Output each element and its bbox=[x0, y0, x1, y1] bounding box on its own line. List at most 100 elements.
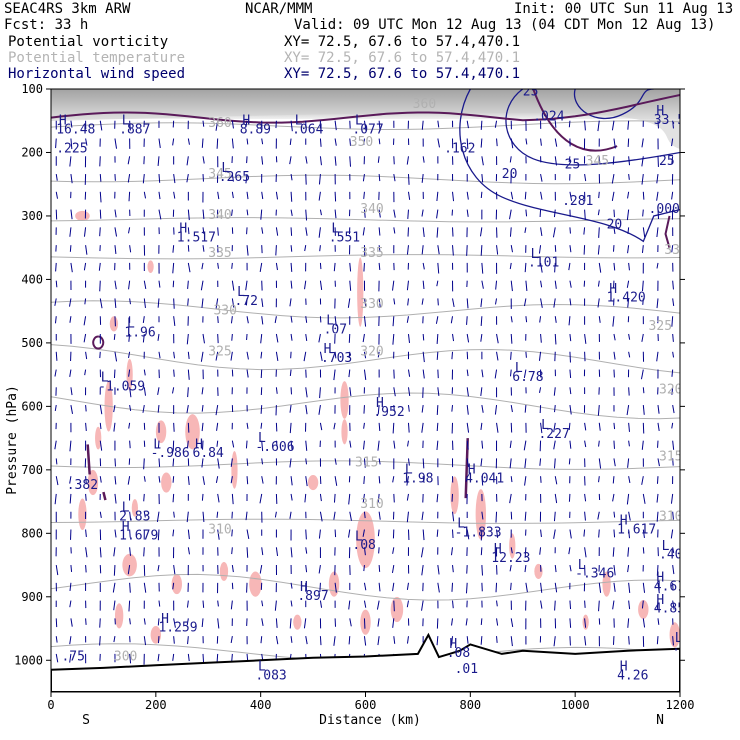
wind-vector bbox=[422, 351, 425, 363]
wind-vector bbox=[318, 333, 321, 343]
wind-vector bbox=[186, 511, 189, 523]
wind-vector bbox=[129, 298, 131, 305]
wind-vector bbox=[628, 173, 630, 180]
pv-extremum-letter: L bbox=[127, 317, 135, 332]
wind-vector bbox=[216, 653, 219, 663]
wind-vector bbox=[584, 547, 587, 558]
pv-region bbox=[669, 622, 680, 648]
model-name: SEAC4RS 3km ARW bbox=[4, 1, 131, 17]
wind-vector bbox=[186, 156, 189, 166]
wind-vector bbox=[99, 511, 102, 518]
wind-vector bbox=[231, 493, 234, 505]
wind-vector bbox=[407, 422, 410, 433]
wind-vector bbox=[290, 280, 293, 289]
wind-vector bbox=[672, 564, 675, 575]
wind-vector bbox=[480, 245, 483, 256]
wind-vector bbox=[305, 316, 308, 323]
wind-vector bbox=[112, 582, 116, 593]
wind-vector bbox=[524, 405, 527, 413]
pv-extremum-value: 1.517 bbox=[177, 230, 216, 245]
wind-vector bbox=[215, 351, 219, 361]
pv-extremum-letter: L bbox=[258, 659, 266, 674]
wind-vector bbox=[436, 440, 439, 451]
wind-vector bbox=[421, 564, 424, 576]
wind-vector bbox=[627, 120, 630, 130]
wind-vector bbox=[569, 440, 572, 449]
wind-vector bbox=[259, 262, 263, 272]
wind-vector bbox=[613, 529, 616, 538]
wind-vector bbox=[525, 209, 528, 217]
theta-label: 360 bbox=[208, 116, 231, 131]
wind-vector bbox=[259, 493, 263, 504]
wind-vector bbox=[157, 564, 160, 572]
wind-vector bbox=[187, 636, 189, 645]
wind-vector bbox=[69, 156, 72, 167]
wind-vector bbox=[128, 369, 131, 377]
wind-vector bbox=[481, 511, 484, 520]
wind-vector bbox=[85, 138, 88, 146]
pv-region bbox=[95, 426, 102, 450]
wind-vector bbox=[583, 529, 586, 537]
theta-label: 330 bbox=[360, 297, 383, 312]
wind-vector bbox=[187, 422, 190, 433]
wind-vector bbox=[260, 209, 263, 220]
pv-extremum-letter: H bbox=[122, 520, 130, 535]
wind-vector bbox=[392, 333, 395, 345]
wind-vector bbox=[378, 422, 381, 431]
wind-vector bbox=[480, 120, 483, 130]
wind-vector bbox=[289, 138, 292, 145]
wind-vector bbox=[319, 351, 323, 362]
wind-vector bbox=[509, 156, 512, 163]
wind-vector bbox=[231, 547, 233, 555]
wind-vector bbox=[84, 298, 87, 305]
wind-vector bbox=[510, 351, 512, 360]
pv-extremum-letter: H bbox=[449, 637, 457, 652]
wind-vector bbox=[230, 351, 233, 361]
wind-vector bbox=[289, 369, 292, 377]
endpoint-south: S bbox=[82, 713, 90, 728]
wind-vector bbox=[128, 333, 131, 342]
wind-vector bbox=[113, 600, 116, 611]
wind-vector bbox=[305, 458, 308, 465]
pv-region bbox=[185, 414, 200, 450]
wind-vector bbox=[422, 280, 425, 290]
wind-vector bbox=[69, 636, 72, 645]
wind-vector bbox=[422, 529, 425, 541]
wind-vector bbox=[260, 636, 263, 644]
wind-vector bbox=[113, 405, 116, 413]
wind-vector bbox=[642, 618, 646, 628]
wind-vector bbox=[201, 138, 204, 148]
wind-vector bbox=[187, 369, 190, 380]
theta-label: 335 bbox=[208, 246, 231, 261]
wind-vector bbox=[319, 138, 322, 147]
wind-vector bbox=[319, 245, 321, 252]
wind-vector bbox=[407, 298, 409, 306]
wind-vector bbox=[479, 227, 483, 237]
wind-vector bbox=[143, 476, 146, 482]
theta-contour bbox=[51, 573, 680, 601]
wind-vector bbox=[201, 387, 204, 395]
wind-vector bbox=[231, 191, 234, 199]
pv-extremum-letter: L bbox=[541, 418, 549, 433]
wind-vector bbox=[54, 298, 57, 306]
wind-vector bbox=[584, 493, 587, 502]
wind-vector bbox=[142, 174, 145, 184]
wind-vector bbox=[290, 600, 293, 607]
wind-vector bbox=[99, 280, 101, 292]
top-shade-wedge bbox=[51, 89, 680, 149]
pv-extremum-value: .703 bbox=[321, 351, 352, 366]
wind-vector bbox=[407, 440, 409, 447]
pv-region bbox=[450, 476, 459, 515]
wind-vector bbox=[158, 280, 161, 288]
wind-vector bbox=[231, 120, 234, 129]
wind-vector bbox=[466, 458, 469, 467]
wind-vector bbox=[172, 582, 175, 590]
wind-vector bbox=[407, 333, 410, 343]
wind-vector bbox=[54, 493, 57, 505]
wind-vector bbox=[628, 600, 631, 610]
wind-vector bbox=[421, 173, 424, 183]
wind-vector bbox=[158, 138, 161, 148]
wind-vector bbox=[200, 280, 204, 291]
wind-vector bbox=[157, 529, 160, 541]
wind-vector bbox=[172, 262, 175, 274]
